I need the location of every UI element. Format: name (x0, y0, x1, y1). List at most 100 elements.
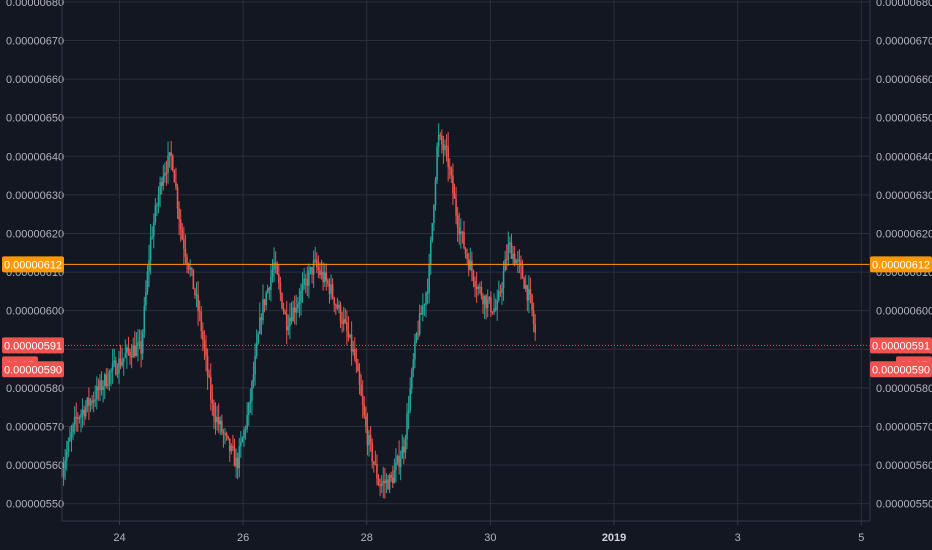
candle (357, 358, 359, 372)
candle (96, 376, 98, 410)
candle (319, 262, 321, 279)
candle (358, 363, 361, 395)
candle (456, 206, 459, 242)
candle (429, 236, 432, 275)
candle (281, 292, 283, 310)
candle (513, 245, 516, 267)
candle (97, 378, 100, 401)
candle (289, 303, 291, 340)
candle (479, 282, 481, 294)
candle (403, 437, 405, 465)
candle (257, 331, 260, 345)
candle (173, 169, 176, 183)
candle (385, 473, 388, 494)
candle (512, 246, 514, 266)
candle (469, 247, 472, 271)
right-last-price-badge-text: 0.00000591 (872, 340, 930, 352)
candle (464, 246, 467, 259)
candle (165, 160, 168, 186)
candle (152, 213, 155, 249)
candle (379, 478, 381, 497)
candle (322, 262, 324, 291)
candle (145, 280, 147, 311)
candle (349, 334, 351, 339)
candle (122, 357, 125, 376)
candle (246, 402, 248, 433)
candle (176, 183, 179, 219)
candle (141, 328, 144, 360)
candle (309, 266, 312, 275)
candle (138, 329, 141, 350)
candle (80, 409, 82, 433)
candle (297, 296, 299, 313)
right-tick-label: 0.00000600 (876, 306, 932, 318)
candle (423, 303, 426, 316)
candle (412, 352, 415, 378)
time-axis[interactable]: 24 26 28 30 2019 3 5 (113, 521, 864, 544)
time-tick-label: 5 (858, 532, 864, 544)
candle (67, 437, 70, 458)
candle (254, 343, 256, 386)
candle (118, 350, 120, 384)
candle (372, 460, 375, 473)
time-tick-label: 26 (237, 532, 249, 544)
left-orange-price-badge-text: 0.00000612 (4, 259, 62, 271)
left-price-axis[interactable]: 0.00000550 0.00000560 0.00000570 0.00000580… (6, 0, 64, 511)
candle (308, 263, 310, 299)
candle (510, 233, 513, 259)
candle (404, 434, 407, 459)
candle (195, 282, 198, 308)
candle (107, 368, 109, 390)
candle (113, 348, 116, 368)
candle (202, 322, 204, 352)
candle (428, 253, 430, 304)
candle (361, 380, 364, 419)
candle (518, 249, 521, 274)
candle (75, 402, 78, 432)
candle (327, 278, 329, 287)
candle (505, 244, 508, 271)
candle (342, 306, 345, 332)
candle (344, 308, 347, 325)
right-tick-label: 0.00000620 (876, 228, 932, 240)
candle (162, 164, 165, 191)
candle (274, 251, 277, 274)
candle (222, 428, 225, 448)
candle (422, 293, 424, 322)
candle (471, 251, 473, 282)
candle (225, 431, 228, 441)
candle (160, 177, 163, 195)
candle (238, 437, 241, 478)
candle (270, 264, 272, 302)
candle (148, 244, 150, 288)
candle (69, 426, 71, 442)
candle (504, 250, 506, 272)
candle (528, 275, 530, 314)
candle (282, 302, 285, 315)
candle (499, 284, 502, 297)
candle (317, 255, 320, 279)
candle (516, 250, 519, 273)
candle (466, 248, 468, 266)
candle (208, 369, 210, 379)
candle (73, 406, 76, 435)
candle (290, 301, 293, 325)
candle (350, 321, 353, 366)
left-tick-label: 0.00000660 (6, 74, 64, 86)
right-tick-label: 0.00000630 (876, 190, 932, 202)
candle (81, 398, 84, 428)
left-orange-price-badge: 0.00000612 (2, 256, 64, 273)
candle (271, 259, 274, 283)
candle (384, 467, 386, 499)
candles (61, 123, 537, 499)
candle (447, 131, 449, 182)
candle (325, 263, 328, 291)
candle (64, 448, 66, 481)
candle (84, 400, 87, 420)
candle (62, 456, 65, 486)
candle (431, 222, 434, 243)
candle (434, 176, 437, 211)
candle (244, 425, 247, 440)
